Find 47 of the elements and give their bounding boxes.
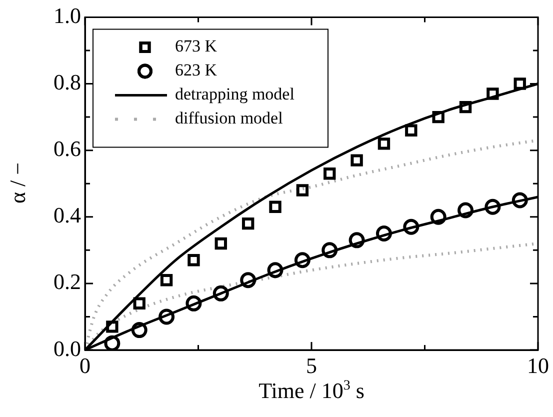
point [324,168,336,180]
y-tick-label: 0.8 [54,70,81,95]
y-axis-title: α / − [5,162,31,204]
point [350,154,363,166]
y-tick-label: 0.4 [54,202,81,228]
x-tick-label: 0 [80,352,90,378]
point [348,232,365,248]
point [104,335,120,350]
point [188,254,200,266]
point [458,202,474,218]
point [405,124,418,136]
point [378,138,390,150]
point [514,78,526,90]
point [158,308,175,325]
point [131,322,148,338]
point [267,262,284,278]
point [296,184,309,196]
point [240,272,256,288]
point [432,110,444,124]
point [512,192,528,208]
point [269,200,282,213]
point [214,237,227,250]
point [212,285,229,302]
y-tick-label: 0.6 [54,136,81,162]
x-tick-label: 5 [306,352,317,378]
y-tick-label: 0.2 [54,269,81,294]
point [186,295,202,312]
point [322,242,338,258]
legend-label: 623 K [175,60,218,80]
point [403,218,420,235]
x-axis-title: Time / 10$^{3}$ s [258,378,366,404]
legend-label: diffusion model [175,108,284,128]
point [459,100,472,114]
y-tick-label: 1.0 [54,2,81,28]
point [294,252,310,268]
point [376,226,392,242]
legend-label: 673 K [175,36,218,56]
point [106,320,118,333]
point [160,274,173,286]
point [242,217,254,230]
y-tick-label: 0.0 [54,336,81,361]
point [133,297,146,310]
point [486,88,499,100]
point [484,198,501,215]
x-tick-label: 10 [527,352,549,378]
legend-label: detrapping model [175,84,295,104]
point [430,208,446,225]
